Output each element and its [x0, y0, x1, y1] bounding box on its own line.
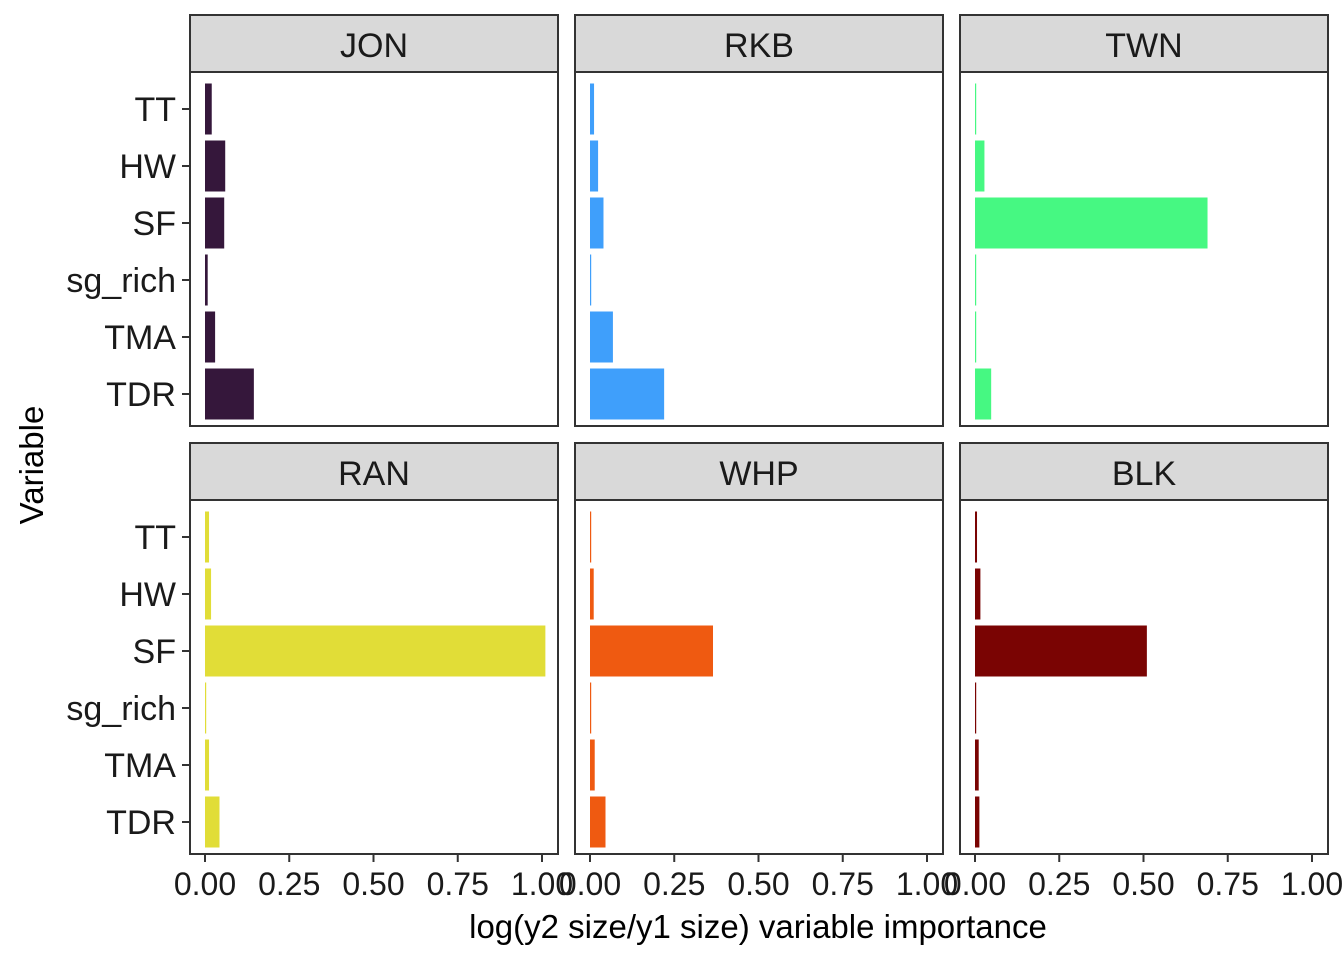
- x-tick-label: 0.25: [258, 866, 320, 902]
- x-axis-title: log(y2 size/y1 size) variable importance: [469, 908, 1047, 945]
- bar-sg-rich: [205, 254, 208, 306]
- bar-hw: [975, 140, 985, 192]
- bar-sf: [590, 625, 714, 677]
- bar-tdr: [975, 796, 980, 848]
- y-tick-label: sg_rich: [66, 690, 176, 728]
- facet-strip: [189, 14, 559, 73]
- bar-sf: [975, 197, 1208, 249]
- x-tick-label: 0.75: [812, 866, 874, 902]
- facet-strip: [959, 442, 1329, 501]
- bar-tt: [590, 511, 592, 563]
- bar-hw: [590, 140, 599, 192]
- facet-panel-twn: TWN: [959, 14, 1329, 427]
- panel-border: [959, 71, 1329, 427]
- facet-strip: [574, 442, 944, 501]
- x-tick-label: 0.75: [1197, 866, 1259, 902]
- bar-tma: [205, 739, 210, 791]
- bar-tt: [205, 83, 212, 135]
- y-tick-label: sg_rich: [66, 262, 176, 300]
- plot-area: [190, 500, 558, 854]
- bar-hw: [205, 568, 212, 620]
- x-tick-label: 0.50: [727, 866, 789, 902]
- facet-panel-whp: WHP 0.00 0.25 0.50 0.75 1.00: [559, 442, 958, 902]
- bar-sg-rich: [975, 254, 977, 306]
- bar-tt: [590, 83, 595, 135]
- facet-strip: [189, 442, 559, 501]
- plot-area: [575, 500, 943, 854]
- facet-panel-blk: BLK 0.00 0.25 0.50 0.75 1.00: [944, 442, 1343, 902]
- bar-tma: [590, 311, 613, 363]
- facet-panels: JON TT HW SF sg_rich TMA TDR RKB TWN RAN TT HW SF sg_…: [66, 14, 1343, 902]
- plot-area: [190, 72, 558, 426]
- plot-area: [575, 72, 943, 426]
- bar-tdr: [590, 368, 665, 420]
- y-tick-label: TMA: [104, 747, 176, 785]
- bar-hw: [590, 568, 594, 620]
- x-tick-label: 1.00: [896, 866, 958, 902]
- facet-strip-label: TWN: [1105, 27, 1182, 65]
- bar-tt: [205, 511, 210, 563]
- facet-strip-label: RAN: [338, 455, 410, 493]
- x-tick-label: 0.00: [559, 866, 621, 902]
- x-tick-label: 0.25: [643, 866, 705, 902]
- panel-border: [574, 71, 944, 427]
- bar-tma: [590, 739, 595, 791]
- bar-tma: [975, 739, 979, 791]
- facet-strip: [574, 14, 944, 73]
- y-tick-label: TT: [134, 519, 176, 557]
- bar-tma: [205, 311, 216, 363]
- x-tick-label: 1.00: [511, 866, 573, 902]
- bar-tma: [975, 311, 977, 363]
- bar-sg-rich: [975, 682, 977, 734]
- bar-sf: [975, 625, 1147, 677]
- x-tick-label: 0.75: [427, 866, 489, 902]
- plot-area: [960, 72, 1328, 426]
- bar-sf: [205, 197, 225, 249]
- facet-strip-label: WHP: [719, 455, 798, 493]
- y-tick-label: SF: [133, 205, 176, 243]
- x-tick-label: 1.00: [1281, 866, 1343, 902]
- bar-hw: [975, 568, 981, 620]
- x-tick-label: 0.00: [944, 866, 1006, 902]
- y-tick-label: TMA: [104, 319, 176, 357]
- bar-sf: [205, 625, 546, 677]
- bar-sg-rich: [590, 682, 592, 734]
- bar-sg-rich: [205, 682, 207, 734]
- bar-sg-rich: [590, 254, 592, 306]
- y-tick-label: TDR: [106, 376, 176, 414]
- bar-tdr: [205, 368, 254, 420]
- bar-tdr: [590, 796, 606, 848]
- x-tick-label: 0.50: [342, 866, 404, 902]
- facet-panel-ran: RAN TT HW SF sg_rich TMA TDR 0.00 0.25 0.50 0.75 1.…: [66, 442, 573, 902]
- bar-tdr: [975, 368, 992, 420]
- plot-area: [960, 500, 1328, 854]
- y-tick-label: HW: [119, 148, 176, 186]
- bar-tt: [975, 511, 978, 563]
- y-tick-label: HW: [119, 576, 176, 614]
- facet-strip-label: JON: [340, 27, 408, 65]
- y-axis-title: Variable: [13, 406, 50, 525]
- x-tick-label: 0.25: [1028, 866, 1090, 902]
- facet-panel-rkb: RKB: [574, 14, 944, 427]
- y-tick-label: TT: [134, 91, 176, 129]
- x-tick-label: 0.50: [1112, 866, 1174, 902]
- bar-hw: [205, 140, 226, 192]
- facet-strip-label: RKB: [724, 27, 794, 65]
- y-tick-label: SF: [133, 633, 176, 671]
- y-tick-label: TDR: [106, 804, 176, 842]
- facet-strip-label: BLK: [1112, 455, 1177, 493]
- bar-tt: [975, 83, 977, 135]
- bar-tdr: [205, 796, 220, 848]
- panel-border: [189, 71, 559, 427]
- x-tick-label: 0.00: [174, 866, 236, 902]
- facet-panel-jon: JON TT HW SF sg_rich TMA TDR: [66, 14, 559, 427]
- facet-strip: [959, 14, 1329, 73]
- bar-sf: [590, 197, 604, 249]
